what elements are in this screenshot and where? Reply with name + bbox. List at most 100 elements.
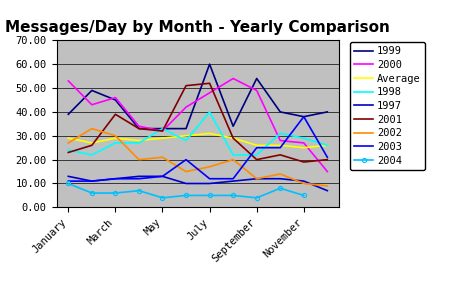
Average xyxy=(65,137,71,140)
2000 xyxy=(160,129,165,133)
2000 xyxy=(301,141,307,145)
Line: 2004: 2004 xyxy=(66,181,306,200)
Line: 2000: 2000 xyxy=(68,79,327,172)
1997 xyxy=(230,179,236,183)
2004 xyxy=(113,191,118,195)
2001 xyxy=(89,144,95,147)
1999 xyxy=(230,124,236,128)
2001 xyxy=(113,113,118,116)
1999 xyxy=(325,110,330,114)
2000 xyxy=(113,96,118,99)
1999 xyxy=(136,127,142,130)
2004 xyxy=(277,187,283,190)
2003 xyxy=(207,177,212,181)
1999 xyxy=(277,110,283,114)
2002 xyxy=(136,158,142,161)
Line: 1999: 1999 xyxy=(68,64,327,129)
2004 xyxy=(183,194,189,197)
1998 xyxy=(301,137,307,140)
1998 xyxy=(136,141,142,145)
1997 xyxy=(183,182,189,185)
2003 xyxy=(277,146,283,149)
1997 xyxy=(325,189,330,192)
2000 xyxy=(254,89,260,92)
1998 xyxy=(89,153,95,157)
Average xyxy=(254,144,260,147)
1998 xyxy=(65,148,71,152)
2003 xyxy=(160,175,165,178)
2001 xyxy=(65,151,71,154)
2002 xyxy=(160,156,165,159)
2002 xyxy=(89,127,95,130)
2001 xyxy=(277,153,283,157)
2002 xyxy=(301,182,307,185)
Average xyxy=(183,134,189,137)
Text: Messages/Day by Month - Yearly Comparison: Messages/Day by Month - Yearly Compariso… xyxy=(5,20,390,35)
2002 xyxy=(183,170,189,173)
1999 xyxy=(160,127,165,130)
2003 xyxy=(301,115,307,118)
2001 xyxy=(183,84,189,87)
1997 xyxy=(65,175,71,178)
Line: 1998: 1998 xyxy=(68,112,327,155)
2002 xyxy=(65,141,71,145)
1999 xyxy=(254,77,260,80)
2001 xyxy=(254,158,260,161)
Line: Average: Average xyxy=(68,133,327,148)
1998 xyxy=(207,110,212,114)
2004 xyxy=(136,189,142,192)
2003 xyxy=(136,177,142,181)
2003 xyxy=(325,156,330,159)
1999 xyxy=(65,113,71,116)
1997 xyxy=(136,175,142,178)
Average xyxy=(301,146,307,149)
2001 xyxy=(301,160,307,164)
2003 xyxy=(89,179,95,183)
Average xyxy=(230,137,236,140)
1998 xyxy=(160,127,165,130)
1998 xyxy=(254,153,260,157)
2003 xyxy=(230,177,236,181)
1998 xyxy=(277,132,283,135)
2002 xyxy=(230,158,236,161)
Line: 2001: 2001 xyxy=(68,83,327,162)
1998 xyxy=(325,144,330,147)
2003 xyxy=(183,158,189,161)
1999 xyxy=(89,89,95,92)
1998 xyxy=(113,141,118,145)
2000 xyxy=(65,79,71,83)
2001 xyxy=(136,127,142,130)
1997 xyxy=(207,182,212,185)
1997 xyxy=(254,177,260,181)
2000 xyxy=(207,91,212,94)
1997 xyxy=(89,179,95,183)
2004 xyxy=(230,194,236,197)
Average xyxy=(277,144,283,147)
2004 xyxy=(254,196,260,200)
2004 xyxy=(160,196,165,200)
Average xyxy=(160,137,165,140)
1997 xyxy=(277,177,283,181)
Line: 2002: 2002 xyxy=(68,129,327,186)
1998 xyxy=(183,139,189,142)
1999 xyxy=(207,62,212,66)
2004 xyxy=(301,194,307,197)
2004 xyxy=(89,191,95,195)
1997 xyxy=(301,179,307,183)
2000 xyxy=(230,77,236,80)
1999 xyxy=(183,127,189,130)
2000 xyxy=(183,105,189,109)
2004 xyxy=(65,182,71,185)
2001 xyxy=(230,137,236,140)
2002 xyxy=(254,177,260,181)
2003 xyxy=(254,146,260,149)
2000 xyxy=(325,170,330,173)
1999 xyxy=(113,98,118,102)
2001 xyxy=(325,158,330,161)
Line: 1997: 1997 xyxy=(68,176,327,191)
2000 xyxy=(277,139,283,142)
2003 xyxy=(113,177,118,181)
Average xyxy=(207,132,212,135)
2000 xyxy=(89,103,95,107)
Average xyxy=(325,144,330,147)
